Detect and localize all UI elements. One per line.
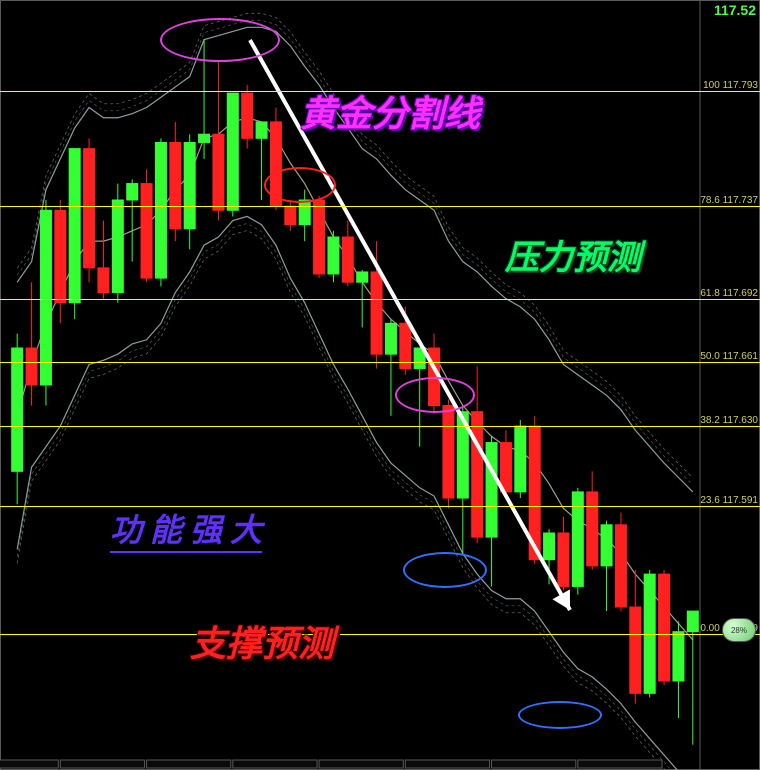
annotation-3: 支撑预测 [190, 615, 334, 667]
fib-label-78.6: 78.6 117.737 [700, 195, 758, 206]
fib-label-23.6: 23.6 117.591 [700, 495, 758, 506]
fib-line-38.2 [0, 426, 760, 427]
ellipse-marker-0 [160, 18, 280, 62]
annotation-0: 黄金分割线 [300, 85, 480, 137]
fib-label-100: 100 117.793 [703, 80, 758, 91]
fib-line-50.0 [0, 362, 760, 363]
fib-label-50.0: 50.0 117.661 [700, 351, 758, 362]
zoom-badge[interactable]: 28% [722, 618, 756, 642]
ellipse-marker-4 [518, 701, 602, 729]
fib-line-78.6 [0, 206, 760, 207]
fib-label-38.2: 38.2 117.630 [700, 415, 758, 426]
ellipse-marker-1 [264, 167, 336, 203]
current-price-label: 117.52 [714, 2, 756, 18]
ellipse-marker-3 [403, 552, 487, 588]
fib-label-61.8: 61.8 117.692 [700, 288, 758, 299]
ellipse-marker-2 [395, 377, 475, 413]
fib-line-61.8 [0, 299, 760, 300]
annotation-1: 压力预测 [505, 230, 641, 279]
annotation-2: 功 能 强 大 [110, 505, 262, 553]
fib-line-0.00 [0, 634, 760, 635]
